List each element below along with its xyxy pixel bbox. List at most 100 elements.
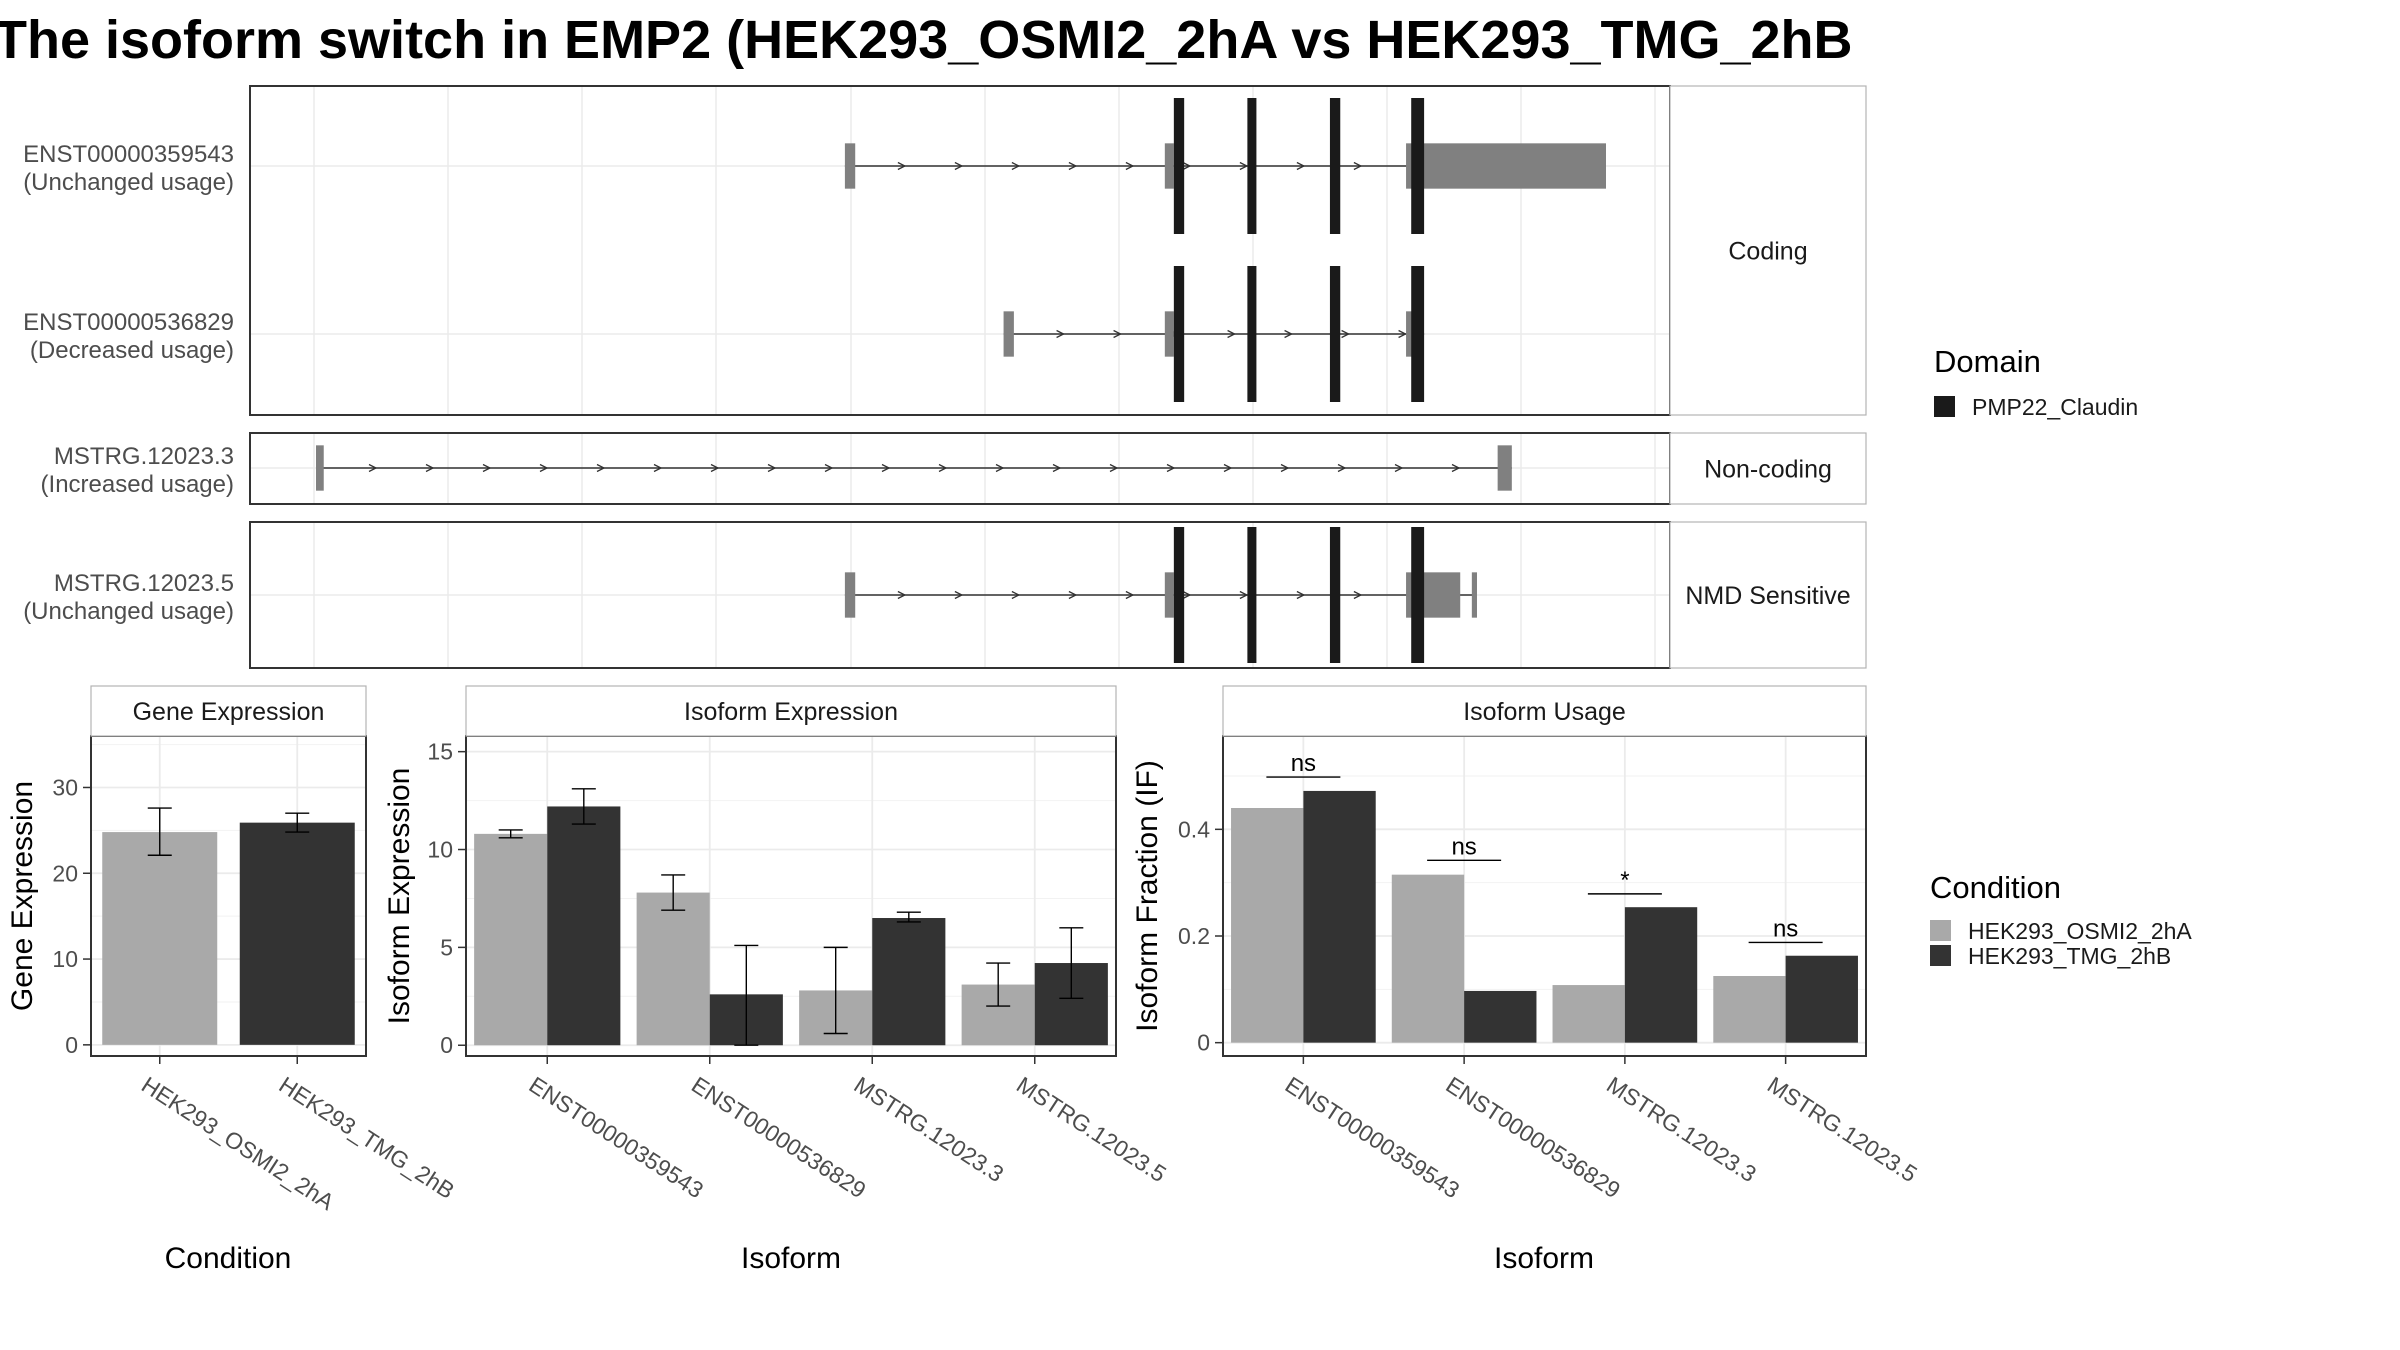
bar bbox=[1464, 990, 1537, 1043]
isoform-track bbox=[316, 445, 1512, 491]
direction-arrow bbox=[1068, 590, 1078, 600]
isoform-id-label: MSTRG.12023.5 bbox=[54, 570, 234, 597]
facet-strip-label: Coding bbox=[1728, 238, 1807, 266]
utr-exon bbox=[844, 143, 856, 189]
direction-arrow bbox=[1182, 161, 1192, 171]
facet-strip bbox=[465, 685, 1117, 737]
direction-arrow bbox=[1280, 463, 1290, 473]
direction-arrow bbox=[938, 463, 948, 473]
error-bar bbox=[147, 807, 172, 856]
direction-arrow bbox=[1239, 590, 1249, 600]
significance-label: ns bbox=[1773, 915, 1798, 942]
utr-exon bbox=[316, 445, 324, 491]
bar bbox=[1713, 976, 1786, 1043]
direction-arrow bbox=[1398, 329, 1408, 339]
error-bar bbox=[734, 944, 759, 1046]
isoform-id-label: ENST00000536829 bbox=[23, 309, 234, 336]
bar bbox=[1391, 874, 1465, 1043]
direction-arrow bbox=[710, 463, 720, 473]
structure-group-2 bbox=[249, 521, 1867, 669]
error-bar bbox=[1059, 927, 1084, 999]
utr-exon bbox=[1164, 143, 1174, 189]
y-tick-label: 5 bbox=[440, 934, 453, 960]
direction-arrow bbox=[1109, 463, 1119, 473]
structure-group-1 bbox=[249, 432, 1867, 505]
chart-panel-1: Isoform Expression 0 5 10 15 ENST00000359543E… bbox=[383, 685, 1171, 1275]
x-tick-label: MSTRG.12023.3 bbox=[850, 1071, 1009, 1187]
legends: Domain PMP22_Claudin Condition HEK293_OS… bbox=[1930, 344, 2192, 969]
x-tick-label: MSTRG.12023.3 bbox=[1602, 1071, 1761, 1187]
bar bbox=[547, 806, 621, 1046]
direction-arrow bbox=[1166, 463, 1176, 473]
direction-arrow bbox=[368, 463, 378, 473]
error-bar bbox=[571, 788, 596, 825]
utr-exon bbox=[1406, 143, 1606, 189]
x-axis-title: Condition bbox=[165, 1242, 292, 1275]
facet-strip bbox=[1669, 85, 1867, 416]
facet-strip-label: Isoform Expression bbox=[684, 698, 898, 726]
domain-exon bbox=[1411, 98, 1425, 234]
domain-exon bbox=[1411, 266, 1425, 402]
condition-legend-label-2: HEK293_TMG_2hB bbox=[1968, 943, 2171, 969]
domain-legend-label: PMP22_Claudin bbox=[1972, 394, 2138, 420]
error-bar bbox=[986, 962, 1011, 1007]
x-tick-label: ENST00000536829 bbox=[1441, 1071, 1625, 1203]
direction-arrow bbox=[539, 463, 549, 473]
error-bar bbox=[896, 911, 921, 923]
x-tick-label: ENST00000536829 bbox=[687, 1071, 871, 1203]
direction-arrow bbox=[596, 463, 606, 473]
y-tick-label: 0.4 bbox=[1178, 816, 1210, 842]
direction-arrow bbox=[425, 463, 435, 473]
y-tick-label: 0 bbox=[65, 1032, 78, 1058]
domain-exon bbox=[1173, 98, 1185, 234]
direction-arrow bbox=[1125, 161, 1135, 171]
isoform-track bbox=[1003, 266, 1425, 402]
x-tick-label: MSTRG.12023.5 bbox=[1012, 1071, 1171, 1187]
direction-arrow bbox=[1341, 329, 1351, 339]
direction-arrow bbox=[954, 590, 964, 600]
utr-exon bbox=[844, 572, 856, 618]
facet-strip-label: Isoform Usage bbox=[1463, 698, 1626, 726]
direction-arrow bbox=[1353, 590, 1363, 600]
facet-strip bbox=[90, 685, 367, 737]
y-tick-label: 30 bbox=[52, 774, 78, 800]
direction-arrow bbox=[1451, 463, 1461, 473]
domain-exon bbox=[1329, 98, 1341, 234]
facet-strip-label: Non-coding bbox=[1704, 456, 1832, 484]
bar bbox=[1785, 955, 1858, 1043]
direction-arrow bbox=[1353, 161, 1363, 171]
y-axis-title: Gene Expression bbox=[6, 781, 39, 1011]
bar bbox=[636, 892, 710, 1046]
direction-arrow bbox=[995, 463, 1005, 473]
domain-exon bbox=[1173, 527, 1185, 663]
isoform-usage-label: (Decreased usage) bbox=[30, 337, 234, 364]
figure-title: The isoform switch in EMP2 (HEK293_OSMI2… bbox=[0, 10, 1853, 70]
structure-group-0 bbox=[249, 85, 1867, 416]
bar bbox=[1303, 790, 1376, 1043]
direction-arrow bbox=[1337, 463, 1347, 473]
direction-arrow bbox=[881, 463, 891, 473]
domain-legend-key bbox=[1934, 396, 1955, 417]
condition-legend-title: Condition bbox=[1930, 870, 2061, 905]
condition-legend-label-1: HEK293_OSMI2_2hA bbox=[1968, 918, 2192, 944]
y-tick-label: 20 bbox=[52, 860, 78, 886]
direction-arrow bbox=[482, 463, 492, 473]
direction-arrow bbox=[1125, 590, 1135, 600]
direction-arrow bbox=[1296, 161, 1306, 171]
facet-strip bbox=[1669, 521, 1867, 669]
y-axis-title: Isoform Fraction (IF) bbox=[1131, 760, 1164, 1032]
direction-arrow bbox=[1056, 329, 1066, 339]
direction-arrow bbox=[1068, 161, 1078, 171]
error-bar bbox=[661, 874, 686, 911]
direction-arrow bbox=[1113, 329, 1123, 339]
error-bar bbox=[823, 946, 848, 1035]
utr-exon bbox=[1406, 311, 1416, 357]
condition-legend-key-1 bbox=[1930, 920, 1951, 941]
bar bbox=[239, 822, 355, 1045]
y-tick-label: 0 bbox=[440, 1032, 453, 1058]
direction-arrow bbox=[1239, 161, 1249, 171]
y-tick-label: 15 bbox=[427, 739, 453, 765]
domain-exon bbox=[1247, 98, 1257, 234]
direction-arrow bbox=[897, 590, 907, 600]
